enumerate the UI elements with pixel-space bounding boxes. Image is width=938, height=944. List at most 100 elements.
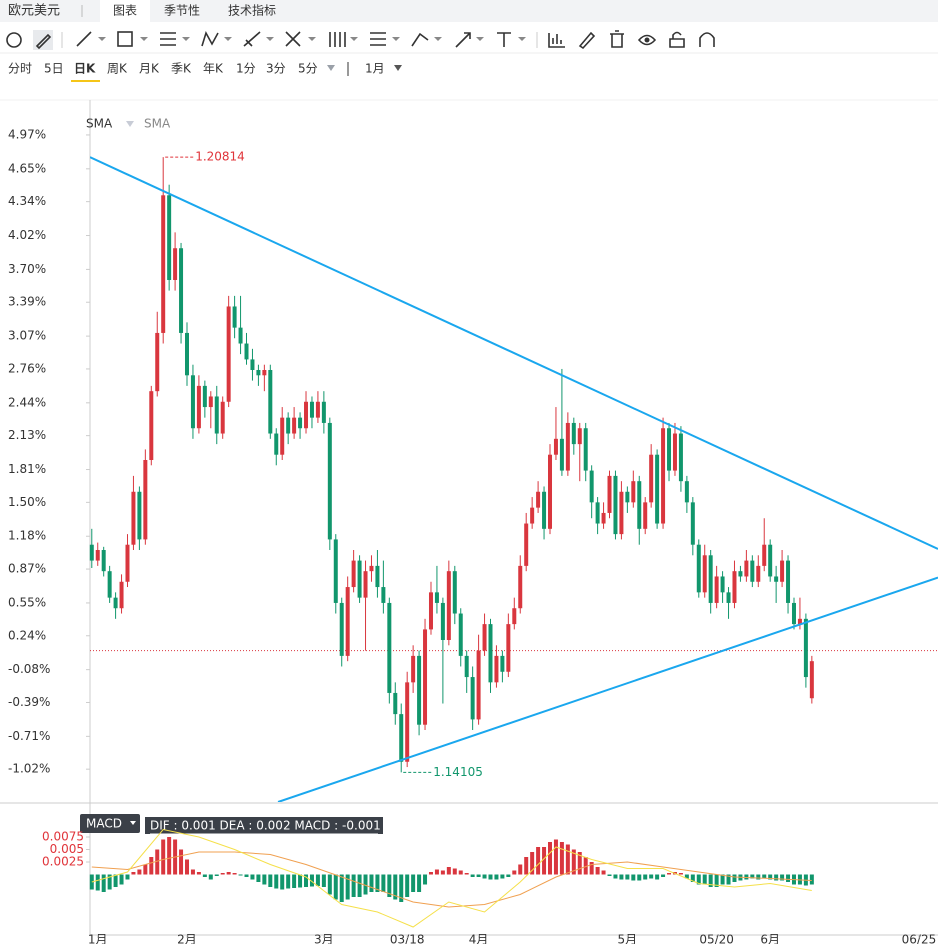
macd-bar bbox=[190, 869, 195, 875]
macd-bar bbox=[208, 874, 213, 880]
candle-body bbox=[202, 385, 207, 408]
period[interactable]: 周K bbox=[107, 62, 128, 76]
tool-icon[interactable] bbox=[370, 32, 386, 46]
macd-bar bbox=[494, 874, 499, 880]
y-tick-label: 4.02% bbox=[8, 228, 46, 242]
candle-body bbox=[607, 475, 612, 513]
candle-body bbox=[137, 491, 142, 540]
candle-body bbox=[809, 661, 814, 699]
candle-body bbox=[95, 550, 100, 561]
y-tick-label: 4.34% bbox=[8, 194, 46, 208]
candle-body bbox=[530, 507, 535, 524]
macd-bar bbox=[238, 874, 243, 876]
tool-icon[interactable] bbox=[497, 32, 511, 47]
tab[interactable]: 技术指标 bbox=[228, 3, 276, 18]
macd-bar bbox=[601, 870, 606, 875]
candle-body bbox=[411, 655, 416, 683]
tool-icon[interactable] bbox=[699, 32, 715, 47]
candle-body bbox=[339, 602, 344, 656]
candle-body bbox=[184, 332, 189, 376]
candle-body bbox=[196, 385, 201, 429]
tool-icon[interactable] bbox=[411, 32, 429, 47]
range[interactable]: 1月 bbox=[365, 62, 385, 76]
tool-icon[interactable] bbox=[285, 31, 301, 47]
macd-bar bbox=[423, 874, 428, 885]
macd-bar bbox=[333, 874, 338, 900]
period[interactable]: 1分 bbox=[236, 62, 256, 76]
candle-body bbox=[559, 438, 564, 471]
candle-body bbox=[101, 550, 106, 572]
trendline bbox=[90, 156, 938, 550]
tool-icon[interactable] bbox=[455, 32, 471, 48]
tool-icon[interactable] bbox=[610, 30, 624, 48]
x-tick-label: 1月 bbox=[88, 933, 108, 944]
candle-body bbox=[565, 422, 570, 471]
macd-bar bbox=[637, 874, 642, 881]
tool-icon[interactable] bbox=[117, 31, 133, 47]
tool-icon[interactable] bbox=[329, 32, 346, 47]
period[interactable]: 分时 bbox=[8, 62, 32, 76]
macd-bar bbox=[553, 839, 558, 875]
candle-body bbox=[226, 306, 231, 402]
macd-y-tick-label: 0.0025 bbox=[42, 855, 84, 869]
macd-bar bbox=[762, 874, 767, 879]
period[interactable]: 5分 bbox=[298, 62, 318, 76]
tool-icon[interactable] bbox=[243, 31, 261, 47]
period[interactable]: 年K bbox=[203, 62, 224, 76]
candle-body bbox=[756, 565, 761, 582]
tool-icon[interactable] bbox=[669, 31, 685, 48]
tool-icon[interactable] bbox=[637, 34, 657, 46]
tool-icon[interactable] bbox=[578, 31, 596, 50]
tool-icon[interactable] bbox=[76, 31, 92, 47]
macd-bar bbox=[399, 874, 404, 902]
candle-body bbox=[637, 481, 642, 529]
macd-bar bbox=[214, 874, 219, 876]
macd-bar bbox=[684, 874, 689, 879]
macd-bar bbox=[327, 874, 332, 895]
candle-body bbox=[667, 428, 672, 471]
candle-body bbox=[369, 565, 374, 572]
period-bar: 分时 5日 日K 周K 月K 季K 年K 1分 3分 5分 bbox=[8, 62, 318, 76]
candle-body bbox=[161, 195, 166, 333]
indicator-label[interactable]: SMA bbox=[86, 117, 113, 131]
macd-label-box[interactable] bbox=[80, 814, 140, 833]
candle-body bbox=[708, 555, 713, 603]
active-tab[interactable] bbox=[100, 0, 150, 22]
y-tick-label: 4.65% bbox=[8, 161, 46, 175]
tool-icon[interactable] bbox=[201, 30, 219, 47]
tool-icon[interactable] bbox=[35, 33, 52, 50]
y-tick-label: -0.08% bbox=[8, 662, 50, 676]
candle-body bbox=[690, 502, 695, 545]
macd-bar bbox=[750, 874, 755, 879]
macd-label[interactable]: MACD bbox=[86, 817, 122, 831]
macd-bar bbox=[298, 874, 303, 888]
candle-body bbox=[357, 560, 362, 598]
tool-icon[interactable] bbox=[548, 33, 565, 48]
tab[interactable]: 图表 bbox=[113, 4, 137, 18]
macd-bar bbox=[708, 874, 713, 887]
macd-bar bbox=[649, 874, 654, 879]
candle-body bbox=[274, 433, 279, 455]
macd-bar bbox=[315, 874, 320, 886]
period[interactable]: 3分 bbox=[266, 62, 286, 76]
tool-icon[interactable] bbox=[160, 32, 176, 46]
macd-bar bbox=[470, 874, 475, 877]
period[interactable]: 月K bbox=[139, 62, 160, 76]
tab[interactable]: 季节性 bbox=[164, 4, 200, 18]
candle-body bbox=[345, 587, 350, 656]
x-tick-label: 6月 bbox=[760, 933, 780, 944]
macd-bar bbox=[714, 874, 719, 887]
macd-bar bbox=[690, 874, 695, 882]
macd-bar bbox=[548, 842, 553, 875]
candle-body bbox=[167, 195, 172, 280]
period[interactable]: 季K bbox=[171, 62, 192, 76]
tool-icon[interactable] bbox=[6, 32, 22, 48]
indicator-label[interactable]: SMA bbox=[144, 117, 171, 131]
period[interactable]: 日K bbox=[74, 62, 96, 76]
candle-body bbox=[714, 576, 719, 603]
dropdown-arrow bbox=[327, 65, 335, 71]
symbol: 欧元美元 bbox=[8, 4, 60, 19]
candle-body bbox=[774, 576, 779, 582]
candle-body bbox=[684, 481, 689, 503]
period[interactable]: 5日 bbox=[44, 62, 64, 76]
